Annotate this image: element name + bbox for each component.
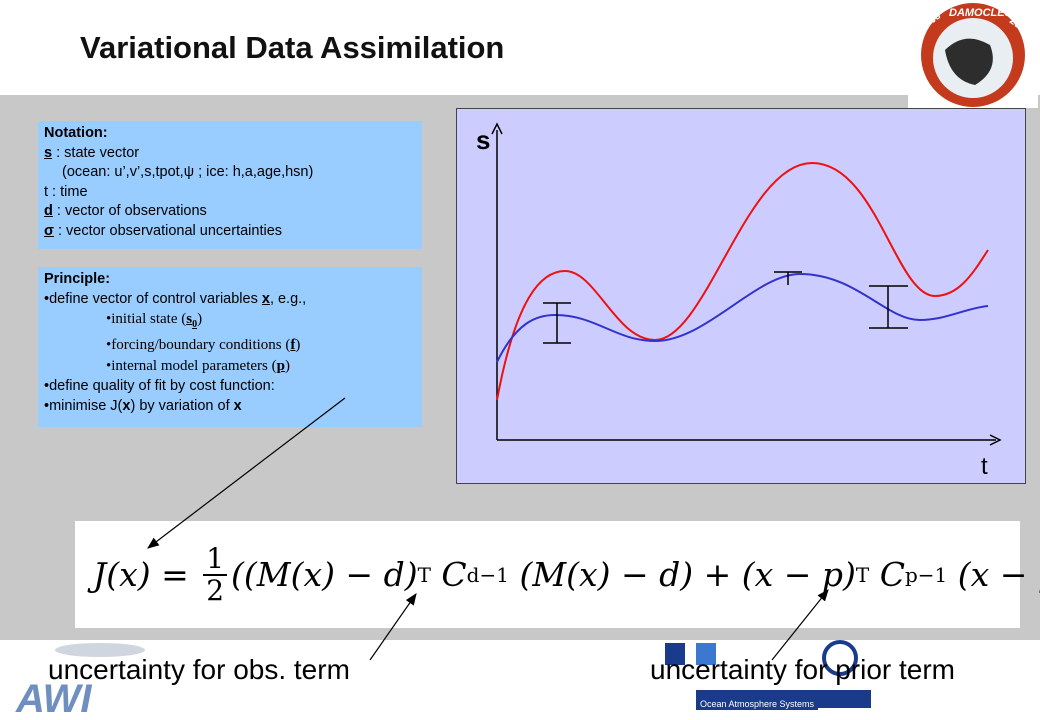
formula-part: (x − p)) xyxy=(957,555,1040,594)
text: •define vector of control variables xyxy=(44,290,262,307)
notation-line: t : time xyxy=(44,183,88,200)
annotation: uncertainty for prior term xyxy=(650,654,955,685)
symbol: s xyxy=(44,144,53,161)
superscript: −1 xyxy=(917,562,948,587)
logo-map xyxy=(945,38,993,85)
principle-subitem: •forcing/boundary conditions (f) xyxy=(44,335,416,356)
axis-arrow xyxy=(491,122,503,135)
symbol: p xyxy=(276,358,285,374)
axis-arrow xyxy=(989,434,1002,446)
notation-heading: Notation: xyxy=(44,125,108,141)
damocles-logo: 2005 DAMOCLES 2009 xyxy=(908,0,1038,108)
slide-title: Variational Data Assimilation xyxy=(80,30,505,65)
blue-curve xyxy=(496,272,989,363)
logo-name: DAMOCLES xyxy=(949,7,1013,19)
text: : state vector xyxy=(52,144,140,161)
subscript: 0 xyxy=(192,319,198,330)
principle-heading: Principle: xyxy=(44,271,111,287)
logo-block xyxy=(696,643,716,665)
notation-line: (ocean: u’,v’,s,tpot,ψ ; ice: h,a,age,hs… xyxy=(62,164,314,180)
principle-box: Principle: •define vector of control var… xyxy=(38,267,422,427)
x-axis-label: t xyxy=(981,453,988,480)
text: : vector observational uncertainties xyxy=(53,222,283,239)
principle-subitem: •internal model parameters (p) xyxy=(44,356,416,377)
superscript: −1 xyxy=(479,562,509,587)
symbol: x xyxy=(122,397,131,414)
text: ) xyxy=(284,358,290,374)
superscript: T xyxy=(417,562,431,587)
symbol: f xyxy=(290,337,296,353)
formula-part: J(x) = xyxy=(93,555,200,594)
subscript: p xyxy=(904,562,918,587)
text: : vector of observations xyxy=(52,203,207,219)
symbol: x xyxy=(261,290,270,307)
text: •forcing/boundary conditions ( xyxy=(106,337,291,353)
notation-line: s : state vector xyxy=(44,144,416,164)
denominator: 2 xyxy=(206,573,225,607)
logo-text: AWI xyxy=(15,677,92,720)
superscript: T xyxy=(855,562,870,587)
formula-part: C xyxy=(430,555,467,594)
principle-item: •define quality of fit by cost function: xyxy=(44,378,275,394)
notation-line: σ : vector observational uncertainties xyxy=(44,222,416,242)
formula-part: C xyxy=(869,555,905,594)
oas-logo-text: Ocean Atmosphere Systems xyxy=(696,698,819,710)
symbol: x xyxy=(233,397,242,414)
principle-item: •define vector of control variables x, e… xyxy=(44,290,416,310)
red-curve xyxy=(496,161,989,401)
notation-line: d : vector of observations xyxy=(44,202,416,222)
formula-part: (M(x) − d) + (x − p) xyxy=(508,555,856,594)
text: ) xyxy=(295,337,301,353)
symbol: σ xyxy=(44,222,54,239)
principle-subitem: •initial state (s0) xyxy=(44,309,416,335)
awi-logo: AWI xyxy=(15,643,145,720)
text: •minimise J( xyxy=(44,397,123,414)
symbol: d xyxy=(44,203,53,219)
text: •initial state ( xyxy=(106,311,187,327)
logo-block xyxy=(665,643,685,665)
logo-shape xyxy=(55,643,145,657)
text: •internal model parameters ( xyxy=(106,358,277,374)
symbol: s xyxy=(186,311,193,327)
principle-item: •minimise J(x) by variation of x xyxy=(44,397,416,417)
subscript: d xyxy=(466,562,480,587)
annotation: uncertainty for obs. term xyxy=(48,654,350,685)
schematic-plot: s t xyxy=(456,108,1026,484)
text: , e.g., xyxy=(269,290,307,307)
text: ) xyxy=(197,311,203,327)
numerator: 1 xyxy=(203,543,228,576)
text: ) by variation of xyxy=(130,397,234,414)
notation-box: Notation: s : state vector (ocean: u’,v’… xyxy=(38,121,422,249)
formula-part: ((M(x) − d) xyxy=(231,555,418,594)
y-axis-label: s xyxy=(476,125,490,155)
